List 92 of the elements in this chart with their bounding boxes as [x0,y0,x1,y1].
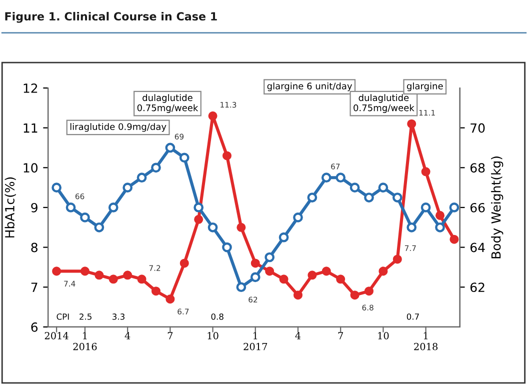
y2-tick-label: 62 [470,282,484,292]
chart-title: Figure 1. Clinical Course in Case 1 [5,12,217,23]
point [194,202,204,212]
annotation: glargine [406,82,443,92]
y-axis-title: HbA1c(%) [4,177,16,238]
annotation: 2.5 [80,314,92,320]
y2-tick-label: 70 [470,123,485,133]
point [378,266,388,276]
x-tick-label: 1 2018 [414,332,438,350]
x-tick-label: 7 [168,332,173,340]
point [450,234,459,244]
point [66,202,76,212]
point [250,258,260,268]
y2-tick-label: 66 [470,202,485,212]
x-tick-label: 10 [378,332,389,340]
point [80,266,90,276]
point [179,152,190,163]
point [336,274,346,284]
point [52,182,62,192]
point [123,270,132,280]
point [166,294,175,304]
point [136,172,147,183]
point [137,274,146,284]
y-tick-label: 8 [31,242,38,252]
point [122,182,133,192]
point [392,192,402,202]
point [194,214,204,224]
y2-tick-label: 68 [470,163,485,173]
x-tick-label: 1 2017 [244,332,268,350]
point [94,222,104,232]
y-tick-label: 10 [24,163,38,173]
point [222,151,232,160]
x-tick-label: 2014 [44,332,68,340]
point [350,182,360,192]
point [435,210,445,220]
point [108,274,118,284]
point [449,202,460,212]
point [435,222,445,232]
x-tick-label: 4 [124,332,130,340]
point [236,222,246,232]
point [265,266,274,276]
y-tick-label: 9 [31,202,38,212]
point [208,111,218,120]
point [108,202,118,212]
point [378,182,388,192]
point [350,290,360,300]
point [321,172,332,183]
x-tick-label: 10 [208,332,218,340]
point [392,254,402,264]
point [264,252,275,262]
point [421,167,430,176]
point [278,232,289,242]
y2-tick-label: 64 [470,242,485,252]
point [94,270,104,280]
point [364,286,374,296]
point [308,270,317,280]
point [279,274,288,284]
annotation: CPI [56,314,69,320]
annotation: 0.7 [406,314,419,320]
point [293,290,303,300]
point [165,142,176,153]
point [151,286,160,296]
annotation: glargine 6 unit/day [267,82,352,92]
annotation: 0.8 [211,314,224,320]
point [364,192,374,202]
annotation: liraglutide 0.9mg/day [70,123,166,132]
point [407,119,416,128]
annotation: dulaglutide 0.75mg/week [137,94,198,113]
x-tick-label: 1 2016 [73,332,97,350]
point [52,266,62,276]
annotation: dulaglutide 0.75mg/week [354,94,414,113]
point [208,222,218,232]
point [236,282,246,292]
y-tick-label: 11 [24,123,38,133]
point [420,202,431,212]
point [151,162,161,173]
point [293,212,303,222]
x-tick-label: 7 [338,332,343,340]
y2-axis-title: Body Weight(kg) [491,156,504,258]
point [80,212,90,222]
point [222,242,232,252]
point [322,266,331,276]
x-tick-label: 4 [295,332,301,340]
point [406,222,417,232]
point [336,172,346,183]
y-tick-label: 7 [31,282,38,292]
point [180,258,189,268]
point [307,192,318,202]
point [250,272,260,282]
annotation: 3.3 [112,314,124,320]
y-tick-label: 6 [31,322,38,332]
y-tick-label: 12 [24,83,38,93]
